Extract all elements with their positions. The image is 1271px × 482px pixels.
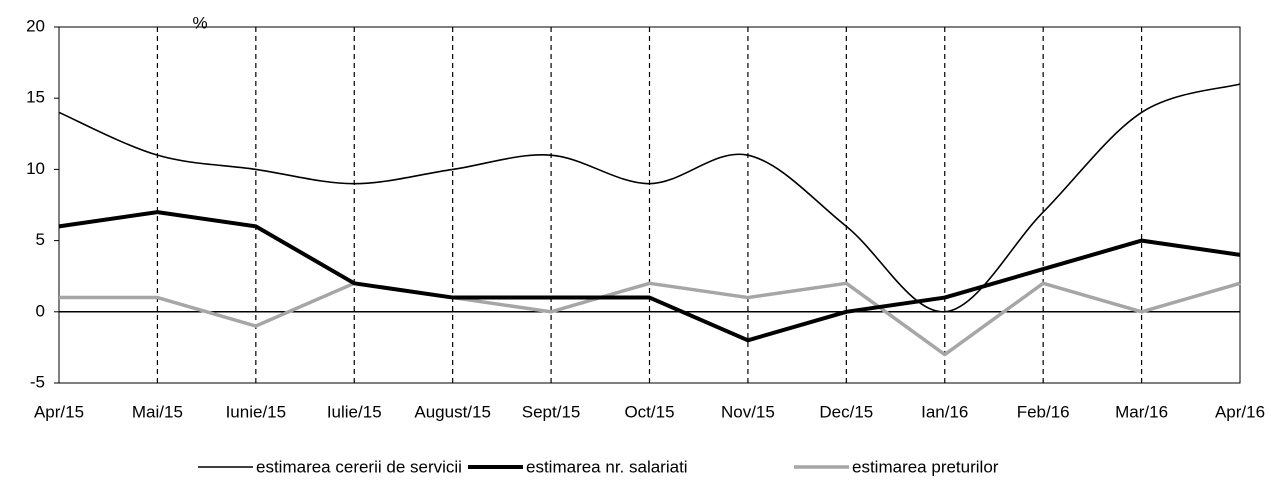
x-tick-label: Dec/15: [819, 402, 873, 421]
x-tick-label: Apr/15: [34, 402, 84, 421]
y-tick-label: 20: [26, 16, 45, 35]
x-tick-label: August/15: [414, 402, 491, 421]
legend-label: estimarea cererii de servicii: [256, 457, 462, 476]
series-line: [59, 281, 1241, 357]
series-line: [58, 210, 1241, 343]
y-unit: %: [192, 13, 207, 32]
y-tick-label: -5: [30, 372, 45, 391]
x-tick-label: Iulie/15: [327, 402, 382, 421]
x-tick-label: Mar/16: [1115, 402, 1168, 421]
y-tick-label: 15: [26, 88, 45, 107]
x-tick-label: Oct/15: [624, 402, 674, 421]
legend-label: estimarea nr. salariati: [526, 457, 688, 476]
x-tick-label: Sept/15: [522, 402, 581, 421]
x-tick-label: Apr/16: [1215, 402, 1265, 421]
y-tick-label: 10: [26, 159, 45, 178]
x-tick-label: Feb/16: [1017, 402, 1070, 421]
legend-label: estimarea preturilor: [852, 457, 999, 476]
plot-frame: [58, 26, 1241, 384]
x-tick-label: Nov/15: [721, 402, 775, 421]
y-tick-label: 0: [36, 301, 45, 320]
x-tick-label: Mai/15: [132, 402, 183, 421]
x-tick-label: Iunie/15: [226, 402, 287, 421]
series-line: [58, 83, 1241, 313]
x-tick-label: Ian/16: [921, 402, 968, 421]
y-tick-label: 5: [36, 230, 45, 249]
